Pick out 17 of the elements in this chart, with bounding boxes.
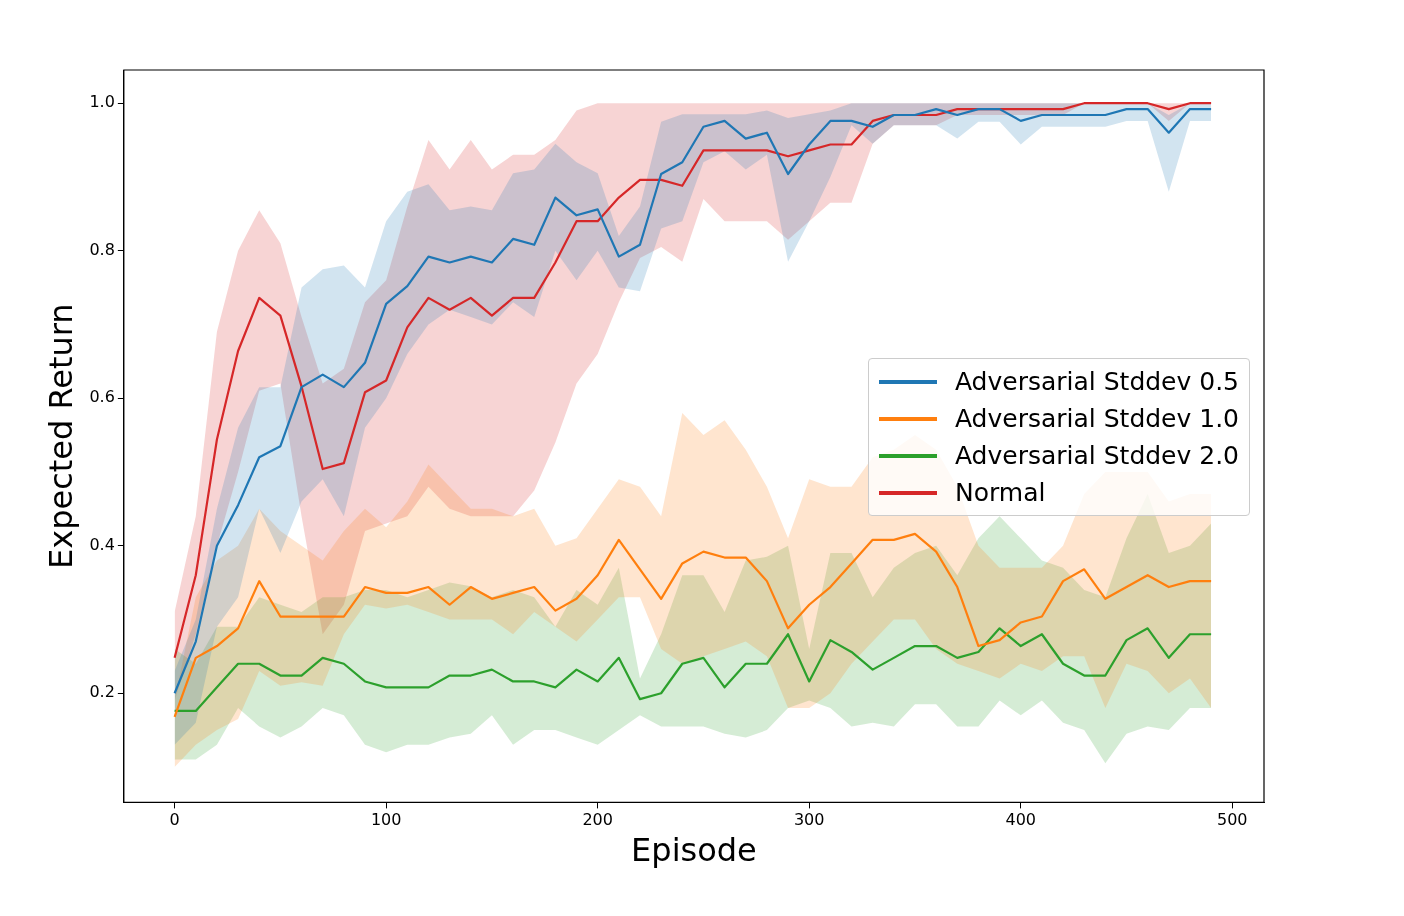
x-axis-title: Episode bbox=[631, 831, 757, 870]
y-tick-label: 0.6 bbox=[89, 387, 115, 407]
x-tick-label: 500 bbox=[1217, 810, 1248, 830]
x-tick-label: 0 bbox=[169, 810, 180, 830]
y-axis-title: Expected Return bbox=[41, 303, 80, 570]
y-tick-label: 0.8 bbox=[89, 239, 115, 259]
y-tick-label: 1.0 bbox=[89, 92, 115, 112]
x-tick-label: 300 bbox=[793, 810, 825, 830]
legend-label: Adversarial Stddev 2.0 bbox=[954, 441, 1239, 470]
y-tick-label: 0.2 bbox=[89, 682, 115, 702]
x-tick-label: 400 bbox=[1005, 810, 1037, 830]
y-tick-label: 0.4 bbox=[89, 534, 115, 554]
legend-label: Adversarial Stddev 0.5 bbox=[954, 367, 1239, 396]
legend-label: Normal bbox=[954, 478, 1046, 507]
x-tick-label: 200 bbox=[582, 810, 613, 830]
legend-label: Adversarial Stddev 1.0 bbox=[954, 404, 1239, 433]
x-tick-label: 100 bbox=[370, 810, 402, 830]
